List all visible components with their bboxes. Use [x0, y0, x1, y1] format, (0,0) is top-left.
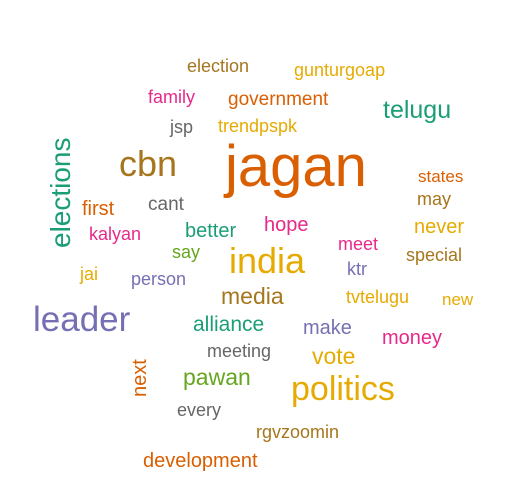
- word-development: development: [143, 450, 258, 472]
- word-jagan: jagan: [225, 134, 367, 199]
- word-money: money: [382, 327, 443, 349]
- word-jsp: jsp: [170, 117, 194, 137]
- word-tvtelugu: tvtelugu: [346, 287, 410, 307]
- word-new: new: [442, 290, 474, 309]
- word-media: media: [221, 283, 284, 309]
- word-elections: elections: [45, 137, 76, 248]
- word-say: say: [172, 242, 201, 262]
- word-rgvzoomin: rgvzoomin: [256, 422, 340, 442]
- word-every: every: [177, 400, 222, 420]
- word-meet: meet: [338, 234, 379, 254]
- word-cant: cant: [148, 194, 184, 215]
- word-person: person: [131, 269, 187, 289]
- word-never: never: [414, 216, 465, 238]
- word-government: government: [228, 89, 329, 110]
- word-kalyan: kalyan: [89, 224, 142, 244]
- word-alliance: alliance: [193, 313, 265, 336]
- word-special: special: [406, 245, 463, 265]
- word-ktr: ktr: [347, 259, 367, 279]
- word-pawan: pawan: [183, 364, 251, 390]
- word-leader: leader: [33, 300, 131, 339]
- word-election: election: [187, 56, 250, 76]
- word-gunturgoap: gunturgoap: [294, 60, 386, 80]
- word-better: better: [185, 220, 237, 242]
- word-india: india: [229, 240, 306, 281]
- word-meeting: meeting: [207, 341, 272, 361]
- word-first: first: [82, 198, 115, 220]
- word-telugu: telugu: [383, 96, 452, 124]
- word-politics: politics: [291, 370, 395, 408]
- word-next: next: [129, 359, 151, 397]
- word-may: may: [417, 189, 452, 209]
- word-hope: hope: [264, 214, 309, 236]
- word-states: states: [418, 167, 464, 186]
- word-family: family: [148, 87, 196, 107]
- word-trendpspk: trendpspk: [218, 116, 298, 136]
- word-cbn: cbn: [119, 143, 178, 184]
- word-jai: jai: [80, 264, 99, 284]
- word-vote: vote: [312, 343, 356, 369]
- word-make: make: [303, 317, 352, 339]
